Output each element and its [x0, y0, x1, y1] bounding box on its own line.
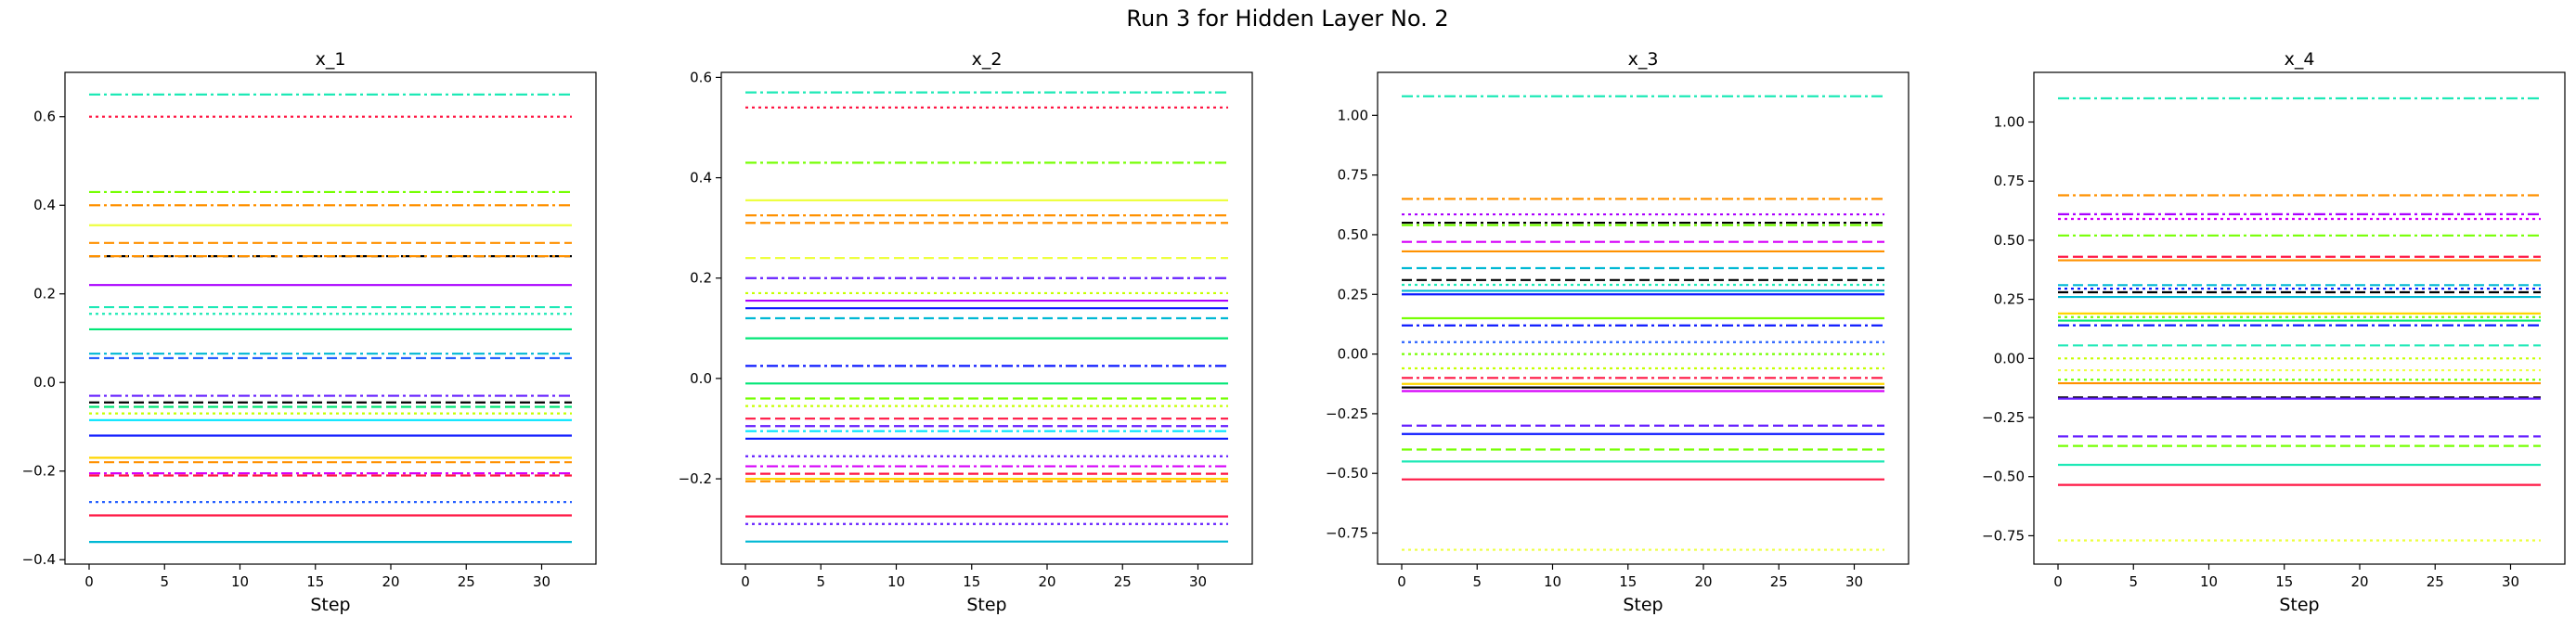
y-tick-label: −0.25	[1982, 409, 2025, 426]
x-tick-label: 20	[1694, 573, 1712, 590]
y-tick-label: 0.50	[1338, 226, 1368, 243]
x-tick-label: 25	[1770, 573, 1788, 590]
y-tick-label: −0.25	[1326, 405, 1368, 422]
x-tick-label: 10	[1544, 573, 1561, 590]
x-tick-label: 5	[160, 573, 169, 590]
y-tick-label: −0.2	[679, 470, 712, 487]
x-tick-label: 15	[1619, 573, 1637, 590]
x-axis-label: Step	[966, 595, 1006, 615]
x-tick-label: 5	[816, 573, 825, 590]
x-tick-label: 15	[963, 573, 980, 590]
x-tick-label: 20	[2350, 573, 2368, 590]
y-tick-label: 0.75	[1994, 173, 2025, 189]
y-tick-label: 0.25	[1338, 286, 1368, 302]
chart-panel-4: 0 5 10 15 20 25 30 −0.75 −0.50 −0.25 0.00 0.25 0.50 0…	[1982, 49, 2566, 615]
y-tick-label: 0.6	[33, 109, 56, 125]
y-tick-label: −0.50	[1982, 469, 2025, 485]
x-tick-label: 30	[1189, 573, 1207, 590]
x-tick-label: 0	[2053, 573, 2063, 590]
x-tick-label: 30	[2502, 573, 2519, 590]
y-tick-label: 0.2	[33, 286, 56, 302]
x-axis-label: Step	[1623, 595, 1663, 615]
x-tick-label: 10	[2200, 573, 2218, 590]
x-tick-label: 30	[1845, 573, 1863, 590]
y-tick-label: 0.6	[690, 69, 712, 85]
x-tick-label: 20	[1038, 573, 1055, 590]
x-axis-label: Step	[2279, 595, 2319, 615]
x-tick-label: 15	[306, 573, 324, 590]
x-tick-label: 5	[1472, 573, 1482, 590]
y-tick-label: 0.25	[1994, 291, 2025, 308]
axes-frame	[1377, 71, 1909, 565]
x-tick-label: 30	[533, 573, 550, 590]
x-tick-label: 5	[2129, 573, 2138, 590]
x-tick-label: 25	[458, 573, 475, 590]
y-tick-label: 0.50	[1994, 232, 2025, 249]
y-tick-label: −0.2	[22, 463, 56, 480]
x-tick-label: 0	[741, 573, 750, 590]
y-tick-label: 0.00	[1994, 350, 2025, 366]
y-tick-label: 1.00	[1338, 107, 1368, 123]
x-tick-label: 25	[1114, 573, 1132, 590]
y-tick-label: 0.2	[690, 270, 712, 287]
y-tick-label: −0.50	[1326, 465, 1368, 482]
y-tick-label: −0.75	[1326, 525, 1368, 542]
x-tick-label: 10	[231, 573, 249, 590]
panel-title: x_1	[316, 49, 346, 70]
y-tick-label: 0.0	[33, 374, 56, 391]
x-tick-label: 0	[84, 573, 94, 590]
x-axis-label: Step	[310, 595, 350, 615]
panel-title: x_3	[1628, 49, 1659, 70]
y-tick-label: 0.4	[690, 170, 712, 186]
y-tick-label: 1.00	[1994, 114, 2025, 131]
x-tick-label: 10	[887, 573, 905, 590]
x-tick-label: 20	[382, 573, 399, 590]
chart-panel-2: 0 5 10 15 20 25 30 −0.2 0.0 0.2 0.4 0.6 x_2 Step	[679, 49, 1253, 615]
y-tick-label: 0.00	[1338, 346, 1368, 363]
y-tick-label: 0.75	[1338, 167, 1368, 184]
axes-frame	[720, 71, 1253, 565]
x-tick-label: 25	[2427, 573, 2444, 590]
y-tick-label: −0.4	[22, 551, 56, 568]
chart-panel-3: 0 5 10 15 20 25 30 −0.75 −0.50 −0.25 0.00 0.25 0.50 0…	[1326, 49, 1909, 615]
y-tick-label: 0.0	[690, 370, 712, 387]
x-tick-label: 15	[2275, 573, 2293, 590]
panel-title: x_2	[972, 49, 1003, 70]
panel-title: x_4	[2285, 49, 2315, 70]
figure-title: Run 3 for Hidden Layer No. 2	[1126, 6, 1448, 32]
axes-frame	[64, 71, 597, 565]
y-tick-label: 0.4	[33, 197, 56, 213]
chart-panel-1: 0 5 10 15 20 25 30 −0.4 −0.2 0.0 0.2 0.4 0.6 x_1 Step	[22, 49, 597, 615]
axes-frame	[2033, 71, 2566, 565]
x-tick-label: 0	[1397, 573, 1406, 590]
y-tick-label: −0.75	[1982, 527, 2025, 544]
